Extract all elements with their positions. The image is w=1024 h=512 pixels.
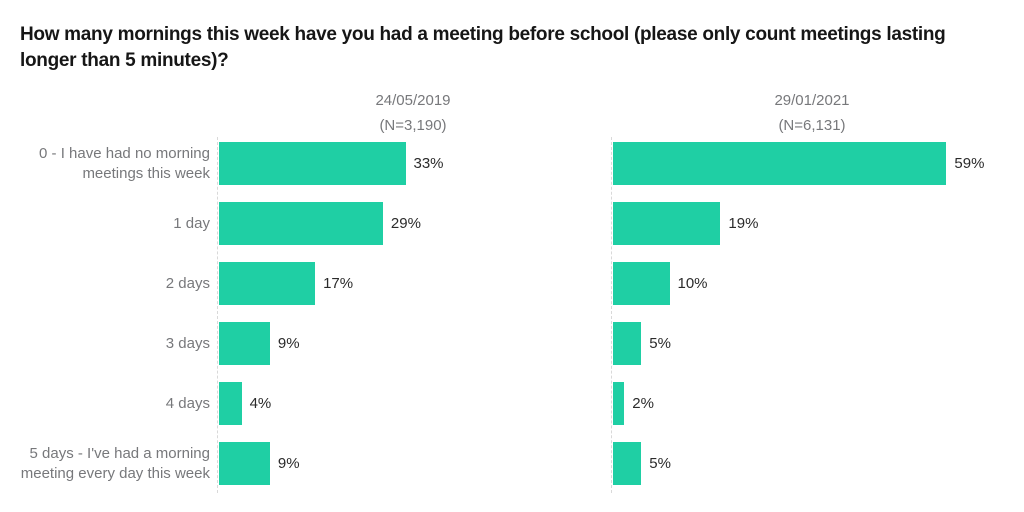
bar <box>613 382 625 425</box>
bar-row: 5% <box>613 322 671 365</box>
column-header-2021: 29/01/2021 (N=6,131) <box>612 88 1012 138</box>
bar-row: 33% <box>219 142 444 185</box>
category-label: 0 - I have had no morning meetings this … <box>39 145 210 182</box>
bar <box>219 142 406 185</box>
bar <box>613 442 642 485</box>
column-n-2019: (N=3,190) <box>379 117 447 134</box>
bar-row: 29% <box>219 202 421 245</box>
category-label: 5 days - I've had a morning meeting ever… <box>20 445 210 482</box>
bar-row: 2% <box>613 382 654 425</box>
bar-value-label: 10% <box>677 275 708 292</box>
bar <box>219 262 316 305</box>
column-header-2019: 24/05/2019 (N=3,190) <box>218 88 608 138</box>
bar-row: 9% <box>219 322 300 365</box>
bar <box>219 382 242 425</box>
bar-value-label: 9% <box>277 335 300 352</box>
column-date-2019: 24/05/2019 <box>375 92 451 109</box>
category-label: 3 days <box>165 335 210 352</box>
bar-row: 19% <box>613 202 758 245</box>
bar-row: 5% <box>613 442 671 485</box>
bar <box>613 322 642 365</box>
bar <box>613 202 721 245</box>
bar-value-label: 19% <box>728 215 759 232</box>
column-n-2021: (N=6,131) <box>778 117 846 134</box>
bar-value-label: 9% <box>277 455 300 472</box>
bar <box>219 202 383 245</box>
category-labels: 0 - I have had no morning meetings this … <box>0 137 210 497</box>
bar <box>613 262 670 305</box>
bar-value-label: 59% <box>954 155 985 172</box>
bar <box>613 142 947 185</box>
bar-value-label: 2% <box>632 395 654 412</box>
category-label: 4 days <box>165 395 210 412</box>
bar-value-label: 29% <box>390 215 421 232</box>
bar <box>219 322 270 365</box>
bar-value-label: 4% <box>249 395 272 412</box>
bar-value-label: 5% <box>649 455 671 472</box>
bar-row: 59% <box>613 142 984 185</box>
bar-row: 10% <box>613 262 708 305</box>
bar-row: 17% <box>219 262 353 305</box>
category-label: 2 days <box>165 275 210 292</box>
bar-row: 4% <box>219 382 271 425</box>
chart-column-2019 axis-line: 33% 29% 17% 9% 4% 9% <box>217 137 609 493</box>
bar-value-label: 5% <box>649 335 671 352</box>
bar <box>219 442 270 485</box>
chart-column-2021 axis-line: 59% 19% 10% 5% 2% 5% <box>611 137 1017 493</box>
bar-value-label: 17% <box>323 275 354 292</box>
bar-value-label: 33% <box>413 155 444 172</box>
category-label: 1 day <box>173 215 210 232</box>
chart-title: How many mornings this week have you had… <box>20 24 946 71</box>
bar-row: 9% <box>219 442 300 485</box>
column-date-2021: 29/01/2021 <box>774 92 850 109</box>
